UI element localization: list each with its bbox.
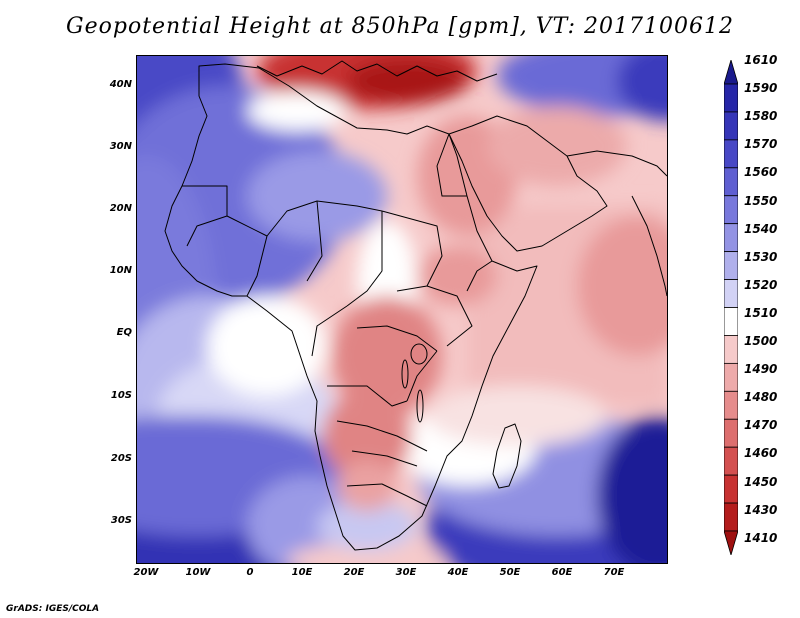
colorbar-swatch [724, 474, 738, 504]
colorbar-label: 1480 [744, 390, 778, 405]
lat-label-10s: 10S [110, 390, 132, 401]
lon-label-0: 0 [246, 567, 254, 578]
colorbar-swatch [724, 83, 738, 113]
colorbar-label: 1610 [744, 53, 778, 67]
colorbar-swatch [724, 362, 738, 392]
colorbar-swatch [724, 279, 738, 308]
map-panel [136, 55, 668, 564]
colorbar-label: 1460 [744, 446, 778, 461]
height-field [137, 56, 667, 563]
lon-label-50e: 50E [499, 567, 521, 578]
colorbar-swatch [724, 139, 738, 169]
colorbar-swatch [724, 111, 738, 141]
lon-label-10w: 10W [185, 567, 211, 578]
footer-credit: GrADS: IGES/COLA [6, 604, 100, 614]
colorbar-label: 1500 [744, 334, 778, 348]
coastlines [164, 60, 667, 551]
lat-label-40n: 40N [109, 79, 132, 90]
lon-label-30e: 30E [395, 567, 417, 578]
colorbar-swatch [724, 446, 738, 476]
colorbar-swatch [724, 167, 738, 197]
colorbar-swatch [724, 390, 738, 420]
colorbar-top-arrow [724, 60, 738, 85]
colorbar-swatch [724, 418, 738, 448]
lat-label-30n: 30N [109, 141, 132, 152]
colorbar-swatch [724, 502, 738, 532]
lon-label-40e: 40E [447, 567, 469, 578]
lon-label-20w: 20W [133, 567, 159, 578]
colorbar-bottom-arrow [724, 530, 738, 555]
colorbar-label: 1490 [744, 362, 778, 377]
lat-label-20s: 20S [110, 453, 132, 464]
colorbar-label: 1590 [744, 81, 778, 96]
lon-label-10e: 10E [291, 567, 313, 578]
lat-label-20n: 20N [109, 203, 132, 214]
colorbar-swatch [724, 251, 738, 280]
colorbar-label: 1580 [744, 109, 778, 124]
lat-label-30s: 30S [110, 515, 132, 526]
colorbar-label: 1520 [744, 277, 778, 292]
colorbar-label: 1410 [744, 530, 778, 545]
colorbar-label: 1540 [744, 221, 778, 236]
colorbar-swatch [724, 335, 738, 364]
geopotential-map [137, 56, 667, 563]
lon-label-70e: 70E [603, 567, 625, 578]
lat-label-eq: EQ [116, 327, 132, 338]
colorbar-label: 1530 [744, 249, 778, 264]
colorbar-label: 1550 [744, 193, 778, 208]
colorbar-label: 1470 [744, 418, 778, 433]
colorbar-swatch [724, 307, 738, 336]
colorbar-swatch [724, 223, 738, 253]
colorbar-label: 1430 [744, 502, 778, 517]
page-title: Geopotential Height at 850hPa [gpm], VT:… [66, 14, 734, 39]
colorbar-label: 1450 [744, 474, 778, 489]
colorbar-label: 1510 [744, 305, 778, 320]
colorbar [724, 60, 738, 555]
lat-label-10n: 10N [109, 265, 132, 276]
lon-label-20e: 20E [343, 567, 365, 578]
colorbar-label: 1570 [744, 137, 778, 152]
colorbar-swatch [724, 195, 738, 225]
lon-label-60e: 60E [551, 567, 573, 578]
colorbar-label: 1560 [744, 165, 778, 180]
